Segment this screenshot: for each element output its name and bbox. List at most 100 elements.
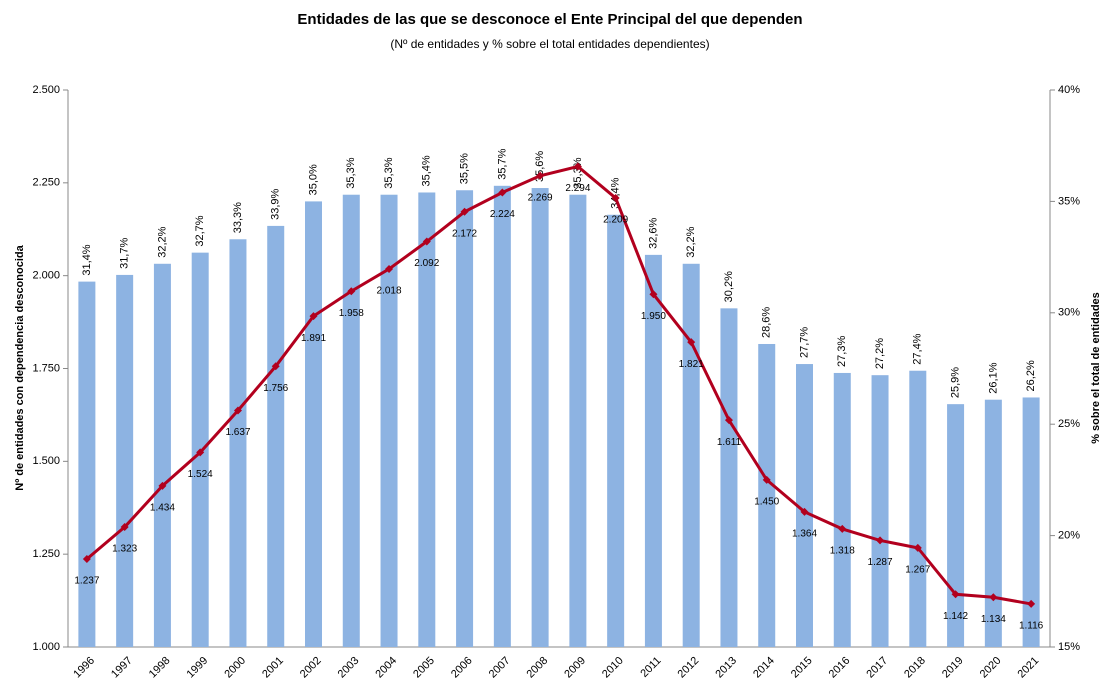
line-marker xyxy=(82,554,91,563)
line-value-label: 1.611 xyxy=(717,437,742,448)
line-value-label: 1.318 xyxy=(830,546,855,557)
line-value-label: 1.237 xyxy=(74,576,99,587)
line-value-label: 2.172 xyxy=(452,228,477,239)
bar xyxy=(947,404,965,647)
line-marker xyxy=(913,543,922,552)
line-value-label: 1.287 xyxy=(868,557,893,568)
bar xyxy=(531,188,549,648)
line-marker xyxy=(800,507,809,516)
line-marker xyxy=(120,523,129,532)
bar xyxy=(456,190,474,647)
bar xyxy=(116,274,134,647)
x-tick-label: 2020 xyxy=(978,655,1004,681)
bar xyxy=(305,201,322,647)
x-tick-label: 1998 xyxy=(147,655,173,681)
line-marker xyxy=(233,406,242,415)
line-value-label: 2.269 xyxy=(528,192,553,203)
chart-subtitle: (Nº de entidades y % sobre el total enti… xyxy=(390,37,709,51)
y-axis-label: Nº de entidades con dependencia desconoc… xyxy=(14,244,26,490)
bar-value-label: 32,2% xyxy=(156,226,168,257)
bar xyxy=(909,370,927,647)
bar-value-label: 31,4% xyxy=(81,244,93,275)
bar-value-label: 27,7% xyxy=(798,327,810,358)
bar-value-label: 27,2% xyxy=(874,338,886,369)
bar-value-label: 32,6% xyxy=(647,217,659,248)
x-tick-label: 2012 xyxy=(676,655,702,681)
y2-axis-label: % sobre el total de entidades xyxy=(1090,292,1102,444)
y2-tick-label: 25% xyxy=(1058,418,1080,430)
y-tick-label: 2.250 xyxy=(32,177,60,189)
line-value-label: 1.323 xyxy=(112,544,137,555)
bar-value-label: 35,5% xyxy=(458,153,470,184)
line-marker xyxy=(422,237,431,246)
y-tick-label: 2.500 xyxy=(32,84,60,96)
x-tick-label: 2002 xyxy=(298,655,324,681)
bar xyxy=(229,239,247,647)
bar-value-label: 35,0% xyxy=(307,164,319,195)
y2-tick-label: 35% xyxy=(1058,195,1080,207)
line-value-label: 1.267 xyxy=(905,564,930,575)
bar xyxy=(984,399,1002,647)
bar xyxy=(418,192,436,647)
bar xyxy=(380,194,398,647)
line-marker xyxy=(611,194,620,203)
bar xyxy=(267,225,285,647)
line-value-label: 1.756 xyxy=(263,383,288,394)
line-marker xyxy=(876,536,885,545)
x-tick-label: 2006 xyxy=(449,655,475,681)
x-tick-label: 2017 xyxy=(864,655,890,681)
bar xyxy=(833,372,851,647)
line-value-label: 1.821 xyxy=(679,359,704,370)
x-tick-label: 2008 xyxy=(524,655,550,681)
line-value-label: 2.092 xyxy=(414,258,439,269)
line-marker xyxy=(573,162,582,171)
x-tick-label: 2016 xyxy=(827,655,853,681)
bar xyxy=(796,364,813,647)
line-marker xyxy=(649,290,658,299)
bar-value-label: 33,3% xyxy=(232,202,244,233)
line-marker xyxy=(724,416,733,425)
bar-value-label: 35,3% xyxy=(345,157,357,188)
line-marker xyxy=(271,362,280,371)
x-tick-label: 2018 xyxy=(902,655,928,681)
y2-tick-label: 15% xyxy=(1058,641,1080,653)
x-tick-label: 2013 xyxy=(713,655,739,681)
bar-value-label: 27,4% xyxy=(912,333,924,364)
line-marker xyxy=(196,448,205,457)
bar-value-label: 35,3% xyxy=(383,157,395,188)
line-value-label: 2.294 xyxy=(565,183,590,194)
bar-value-label: 32,7% xyxy=(194,215,206,246)
line-marker xyxy=(838,524,847,533)
bar xyxy=(78,281,96,647)
line-value-label: 1.637 xyxy=(225,427,250,438)
bar-value-label: 32,2% xyxy=(685,226,697,257)
x-tick-label: 2010 xyxy=(600,655,626,681)
line-value-label: 1.364 xyxy=(792,528,817,539)
bar xyxy=(871,375,889,647)
line-value-label: 1.524 xyxy=(188,469,213,480)
y-tick-label: 1.750 xyxy=(32,362,60,374)
y2-tick-label: 30% xyxy=(1058,307,1080,319)
y-tick-label: 1.250 xyxy=(32,548,60,560)
line-marker xyxy=(158,481,167,490)
x-tick-label: 2005 xyxy=(411,655,437,681)
chart-title: Entidades de las que se desconoce el Ent… xyxy=(297,11,802,28)
line-marker xyxy=(536,171,545,180)
line-value-label: 1.950 xyxy=(641,311,666,322)
bar-value-label: 28,6% xyxy=(761,307,773,338)
y-tick-label: 2.000 xyxy=(32,270,60,282)
bar-value-label: 26,1% xyxy=(987,362,999,393)
bar-value-label: 33,9% xyxy=(270,188,282,219)
line xyxy=(85,164,1032,606)
x-tick-label: 2015 xyxy=(789,655,815,681)
line-marker xyxy=(347,287,356,296)
line-marker xyxy=(498,188,507,197)
line-value-label: 2.209 xyxy=(603,215,628,226)
bar-value-label: 35,7% xyxy=(496,148,508,179)
line-marker xyxy=(460,207,469,216)
bar-value-label: 31,7% xyxy=(119,238,131,269)
line-value-label: 1.450 xyxy=(754,497,779,508)
bar-value-label: 25,9% xyxy=(949,367,961,398)
x-tick-label: 2014 xyxy=(751,655,777,681)
